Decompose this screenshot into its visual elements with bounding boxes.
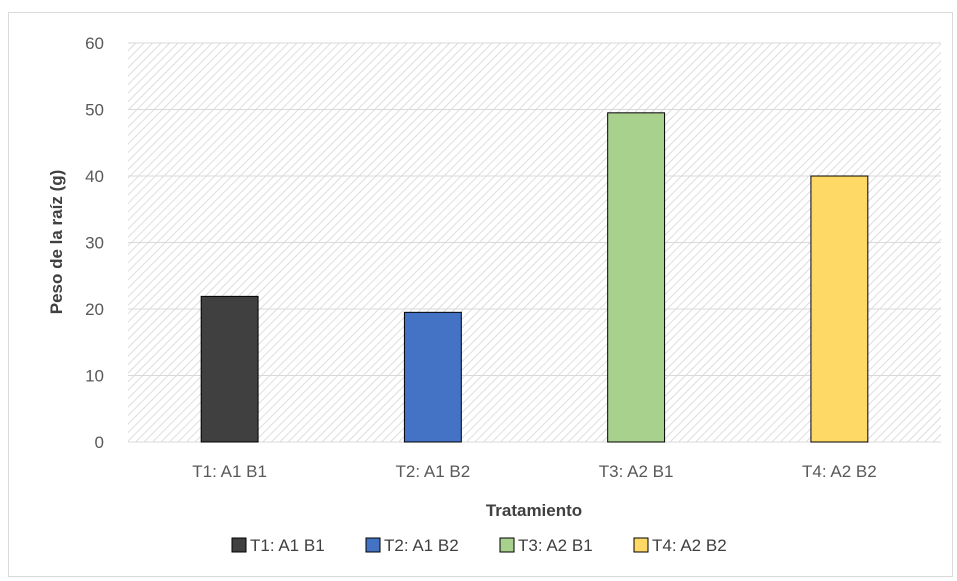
bar — [607, 112, 666, 443]
legend-swatch — [365, 537, 381, 553]
bar — [403, 311, 462, 443]
y-tick-label: 10 — [85, 367, 104, 386]
y-axis-ticks: 0 10 20 30 40 50 60 — [85, 34, 104, 452]
legend: T1: A1 B1 T2: A1 B2 T3: A2 B1 T4: A2 B2 — [231, 536, 727, 555]
legend-swatch — [499, 537, 515, 553]
y-tick-label: 0 — [95, 433, 104, 452]
bars — [200, 112, 869, 443]
x-axis-ticks: T1: A1 B1 T2: A1 B2 T3: A2 B1 T4: A2 B2 — [192, 462, 876, 481]
legend-swatch — [633, 537, 649, 553]
x-tick-label: T4: A2 B2 — [802, 462, 877, 481]
y-tick-label: 30 — [85, 234, 104, 253]
y-tick-label: 60 — [85, 34, 104, 53]
legend-swatch — [231, 537, 247, 553]
y-axis-title: Peso de la raíz (g) — [47, 170, 66, 315]
x-tick-label: T1: A1 B1 — [192, 462, 267, 481]
gridlines — [128, 42, 941, 443]
x-tick-label: T2: A1 B2 — [396, 462, 471, 481]
y-tick-label: 20 — [85, 300, 104, 319]
x-axis-title: Tratamiento — [486, 501, 582, 520]
bar — [200, 295, 259, 443]
legend-entry: T3: A2 B1 — [518, 536, 593, 555]
legend-entry: T2: A1 B2 — [384, 536, 459, 555]
x-tick-label: T3: A2 B1 — [599, 462, 674, 481]
legend-entry: T1: A1 B1 — [250, 536, 325, 555]
y-tick-label: 40 — [85, 167, 104, 186]
bar — [810, 175, 869, 443]
y-tick-label: 50 — [85, 101, 104, 120]
legend-entry: T4: A2 B2 — [652, 536, 727, 555]
